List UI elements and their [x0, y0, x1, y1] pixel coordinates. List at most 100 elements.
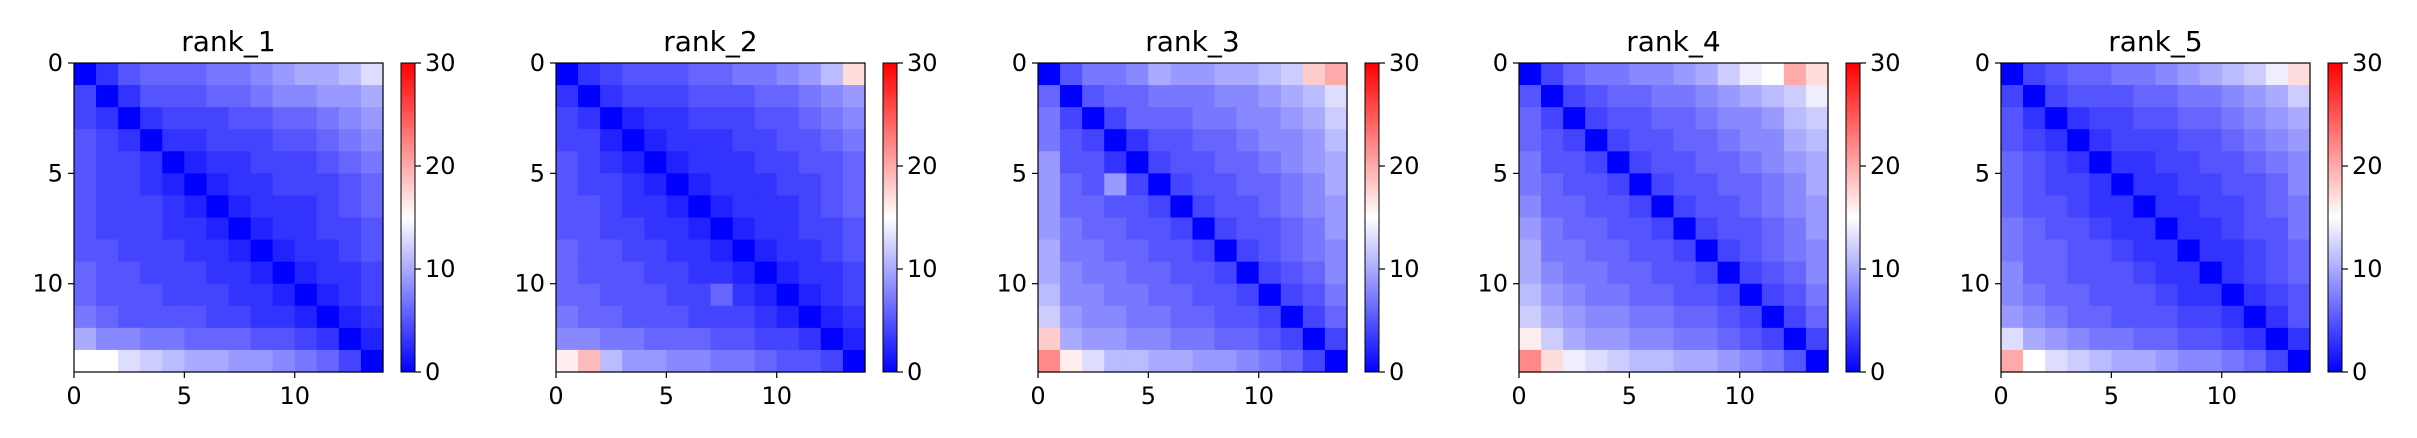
heatmap-cell — [2111, 63, 2135, 86]
heatmap-cell — [1717, 305, 1741, 329]
heatmap-cell — [1082, 151, 1105, 174]
heatmap-cell — [1805, 129, 1829, 152]
heatmap-cell — [1541, 261, 1564, 285]
heatmap-cell — [1236, 195, 1260, 219]
heatmap-cell — [1673, 283, 1697, 307]
heatmap-cell — [2155, 327, 2179, 351]
heatmap-panel-2: rank_2 0 5 10 0 5 10 0 10 20 30 — [514, 25, 937, 410]
heatmap-cell — [2001, 85, 2024, 108]
heatmap-cell — [666, 217, 690, 241]
heatmap-cell — [842, 195, 866, 219]
heatmap-cell — [1607, 63, 1630, 86]
heatmap-cell — [1104, 217, 1127, 241]
colorbar-tick-label: 0 — [907, 358, 922, 386]
heatmap-cell — [2221, 283, 2245, 307]
heatmap-cell — [666, 349, 690, 373]
heatmap-cell — [1717, 283, 1741, 307]
heatmap-cell — [2133, 173, 2157, 197]
heatmap-cell — [1695, 327, 1719, 351]
heatmap-cell — [1585, 283, 1608, 307]
heatmap-cell — [1038, 239, 1061, 263]
axes-frame — [2000, 62, 2311, 373]
heatmap-cell — [732, 151, 756, 174]
heatmap-panel-5: rank_5 0 5 10 0 5 10 0 10 20 30 — [1959, 25, 2382, 410]
heatmap-cell — [2243, 239, 2267, 263]
heatmap-cell — [2155, 195, 2179, 219]
heatmap-cell — [1563, 173, 1586, 197]
heatmap-cell — [1258, 217, 1282, 241]
heatmap-cell — [1104, 85, 1127, 108]
heatmap-cell — [206, 349, 230, 373]
heatmap-cell — [2221, 261, 2245, 285]
heatmap-cell — [2089, 63, 2112, 86]
heatmap-cell — [600, 217, 623, 241]
heatmap-cell — [1739, 129, 1763, 152]
heatmap-cell — [1761, 305, 1785, 329]
heatmap-cell — [1783, 151, 1807, 174]
heatmap-cell — [1717, 349, 1741, 373]
heatmap-cell — [666, 305, 690, 329]
heatmap-cell — [1783, 239, 1807, 263]
heatmap-cell — [74, 107, 97, 130]
heatmap-cell — [1585, 305, 1608, 329]
heatmap-cell — [1651, 327, 1675, 351]
heatmap-cell — [1038, 107, 1061, 130]
heatmap-cell — [1541, 305, 1564, 329]
heatmap-cell — [184, 217, 208, 241]
heatmap-cell — [644, 129, 667, 152]
heatmap-cell — [228, 283, 252, 307]
heatmap-cell — [1761, 217, 1785, 241]
heatmap-cell — [1258, 283, 1282, 307]
heatmap-cell — [118, 283, 141, 307]
heatmap-cell — [118, 239, 141, 263]
heatmap-cell — [2111, 85, 2135, 108]
heatmap-cell — [1170, 305, 1194, 329]
heatmap-cell — [1541, 217, 1564, 241]
heatmap-cell — [1541, 349, 1564, 373]
y-tick-label: 10 — [1959, 270, 1990, 298]
heatmap-cell — [1148, 63, 1172, 86]
heatmap-cell — [1126, 195, 1149, 219]
heatmap-cell — [1519, 63, 1542, 86]
x-tick-label: 5 — [1141, 382, 1156, 410]
x-tick-label: 0 — [1030, 382, 1045, 410]
heatmap-cell — [2089, 349, 2112, 373]
heatmap-cell — [1717, 107, 1741, 130]
heatmap-cell — [1038, 85, 1061, 108]
heatmap-cell — [1082, 305, 1105, 329]
heatmap-cell — [1214, 283, 1238, 307]
heatmap-cell — [842, 63, 866, 86]
heatmap-cell — [1324, 151, 1348, 174]
heatmap-cell — [1192, 305, 1216, 329]
heatmap-cell — [2155, 261, 2179, 285]
heatmap-cell — [688, 217, 712, 241]
heatmap-cell — [1324, 85, 1348, 108]
heatmap-cell — [2001, 217, 2024, 241]
heatmap-cell — [228, 85, 252, 108]
heatmap-cell — [74, 305, 97, 329]
heatmap-cell — [1236, 349, 1260, 373]
heatmap-cell — [820, 63, 844, 86]
heatmap-cell — [556, 85, 579, 108]
heatmap-cell — [622, 173, 645, 197]
heatmap-cell — [2221, 85, 2245, 108]
heatmap-cell — [1324, 261, 1348, 285]
heatmap-cell — [272, 305, 296, 329]
heatmap-cell — [360, 85, 384, 108]
panel-title: rank_3 — [1145, 25, 1239, 58]
y-tick-label: 0 — [530, 49, 545, 77]
heatmap-cell — [2067, 151, 2090, 174]
heatmap-cell — [2045, 349, 2068, 373]
heatmap-cell — [2001, 305, 2024, 329]
heatmap-cell — [2287, 327, 2311, 351]
heatmap-cell — [710, 283, 734, 307]
heatmap-cell — [1258, 349, 1282, 373]
heatmap-cell — [1717, 63, 1741, 86]
heatmap-cell — [2001, 173, 2024, 197]
heatmap-cell — [666, 283, 690, 307]
heatmap-cell — [1060, 283, 1083, 307]
heatmap-cell — [1607, 173, 1630, 197]
heatmap-cell — [798, 239, 822, 263]
heatmap-cell — [2089, 107, 2112, 130]
heatmap-cell — [272, 63, 296, 86]
